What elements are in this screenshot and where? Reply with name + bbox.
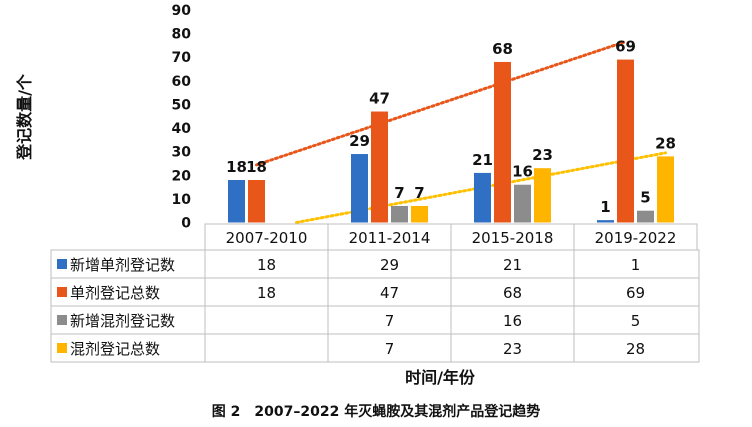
trendlines xyxy=(255,40,667,224)
bar xyxy=(474,172,491,223)
data-label: 1 xyxy=(600,198,610,216)
table-cell: 16 xyxy=(503,312,522,330)
y-tick-label: 60 xyxy=(172,74,192,90)
legend-label: 单剂登记总数 xyxy=(70,284,160,302)
table-cell: 21 xyxy=(503,256,522,274)
y-tick-label: 30 xyxy=(172,145,192,161)
bars xyxy=(228,59,674,223)
table-cell: 1 xyxy=(631,256,641,274)
y-tick-label: 90 xyxy=(172,3,192,19)
x-category-label: 2015-2018 xyxy=(472,229,554,247)
y-tick-label: 10 xyxy=(172,192,192,208)
table-cell: 18 xyxy=(257,256,276,274)
data-labels: 18 29 21 1 18 47 68 69 7 16 5 7 23 28 xyxy=(226,38,676,217)
data-label: 16 xyxy=(512,163,533,181)
y-axis-label: 登记数量/个 xyxy=(15,73,34,161)
legend-label: 新增单剂登记数 xyxy=(70,256,175,274)
data-label: 18 xyxy=(246,158,267,176)
y-tick-label: 70 xyxy=(172,50,192,66)
bar xyxy=(597,220,614,223)
x-axis-label: 时间/年份 xyxy=(405,368,476,387)
table-cell: 69 xyxy=(626,284,645,302)
bar xyxy=(494,61,511,223)
figure-caption: 图 2 2007–2022 年灭蝇胺及其混剂产品登记趋势 xyxy=(212,403,540,420)
bar xyxy=(514,184,531,223)
data-label: 7 xyxy=(394,184,404,202)
x-category-label: 2019-2022 xyxy=(595,229,677,247)
table-cell: 18 xyxy=(257,284,276,302)
bar xyxy=(637,210,654,223)
bar xyxy=(657,156,674,223)
data-label: 28 xyxy=(655,134,676,152)
legend-label: 新增混剂登记数 xyxy=(70,312,175,330)
table-cell: 7 xyxy=(385,340,395,358)
table-cell: 5 xyxy=(631,312,641,330)
y-tick-label: 40 xyxy=(172,121,192,137)
data-label: 18 xyxy=(226,158,247,176)
bar xyxy=(617,59,634,223)
legend-swatch xyxy=(57,287,67,297)
legend-swatch xyxy=(57,315,67,325)
table-cell: 68 xyxy=(503,284,522,302)
data-label: 47 xyxy=(369,90,390,108)
y-axis-ticks: 0 10 20 30 40 50 60 70 80 90 xyxy=(172,3,192,232)
table-cell: 28 xyxy=(626,340,645,358)
x-category-label: 2011-2014 xyxy=(349,229,431,247)
data-label: 68 xyxy=(492,40,513,58)
legend-label: 混剂登记总数 xyxy=(70,340,160,358)
data-label: 69 xyxy=(615,38,636,56)
y-tick-label: 80 xyxy=(172,27,192,43)
bar xyxy=(391,205,408,223)
table-cell: 29 xyxy=(380,256,399,274)
y-tick-label: 0 xyxy=(181,216,191,232)
bar xyxy=(534,168,551,223)
data-label: 29 xyxy=(349,132,370,150)
bar xyxy=(248,180,265,223)
data-label: 23 xyxy=(532,146,553,164)
table-cell: 47 xyxy=(380,284,399,302)
bar xyxy=(371,111,388,223)
data-label: 5 xyxy=(640,189,650,207)
legend-swatch xyxy=(57,343,67,353)
table-cell: 7 xyxy=(385,312,395,330)
data-label: 7 xyxy=(414,184,424,202)
trendline xyxy=(255,40,627,167)
y-tick-label: 50 xyxy=(172,97,192,113)
y-tick-label: 20 xyxy=(172,168,192,184)
data-label: 21 xyxy=(472,151,493,169)
bar xyxy=(411,205,428,223)
legend-swatch xyxy=(57,259,67,269)
bar xyxy=(228,180,245,223)
table-cell: 23 xyxy=(503,340,522,358)
bar xyxy=(351,154,368,223)
data-table: 2007-2010 2011-2014 2015-2018 2019-2022 新增单剂… xyxy=(50,223,700,363)
x-category-label: 2007-2010 xyxy=(226,229,308,247)
